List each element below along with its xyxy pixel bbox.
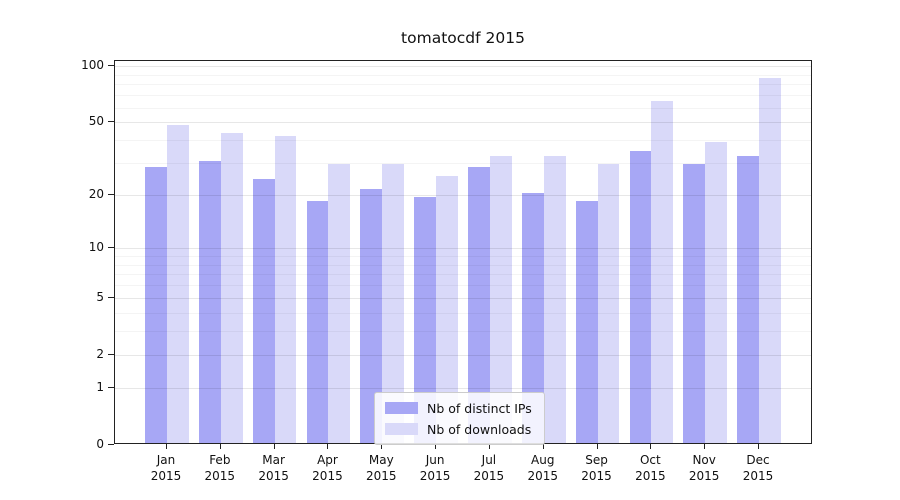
- bar-distinct-ips-aug: [521, 193, 544, 443]
- gridline-minor-80: [115, 84, 811, 86]
- bar-distinct-ips-mar: [252, 178, 275, 443]
- y-tick-mark-100: [108, 65, 114, 67]
- gridline-minor-40: [115, 140, 811, 142]
- y-tick-label-50: 50: [88, 114, 104, 129]
- gridline-major-10: [115, 248, 811, 250]
- bar-downloads-mar: [274, 136, 297, 443]
- x-tick-mark-jan: [166, 444, 167, 449]
- x-tick-mark-mar: [273, 444, 275, 449]
- bar-distinct-ips-oct: [629, 151, 652, 443]
- bar-distinct-ips-apr: [306, 201, 329, 443]
- legend: Nb of distinct IPs Nb of downloads: [374, 392, 545, 445]
- gridline-major-5: [115, 298, 811, 299]
- x-tick-label-dec: Dec 2015: [742, 453, 774, 483]
- legend-item-downloads: Nb of downloads: [385, 420, 532, 438]
- legend-swatch-distinct-ips: [385, 402, 418, 414]
- bar-downloads-may: [382, 163, 405, 443]
- x-tick-mark-oct: [650, 444, 652, 449]
- x-tick-label-jun: Jun 2015: [419, 453, 451, 483]
- gridline-minor-30: [115, 163, 811, 165]
- y-tick-label-2: 2: [96, 346, 104, 361]
- y-tick-label-5: 5: [96, 290, 104, 304]
- gridline-minor-9: [115, 256, 811, 258]
- bar-downloads-jun: [436, 175, 458, 443]
- y-tick-label-10: 10: [88, 240, 104, 255]
- bar-distinct-ips-nov: [683, 163, 706, 443]
- legend-item-distinct-ips: Nb of distinct IPs: [385, 399, 532, 417]
- gridline-minor-6: [115, 285, 811, 287]
- y-tick-mark-1: [108, 387, 114, 389]
- bar-distinct-ips-jun: [414, 197, 437, 443]
- x-tick-label-aug: Aug 2015: [527, 453, 558, 483]
- plot-area: [114, 60, 812, 444]
- y-tick-label-1: 1: [96, 380, 104, 395]
- bar-distinct-ips-dec: [737, 156, 759, 443]
- bar-distinct-ips-jul: [468, 166, 490, 443]
- x-tick-label-sep: Sep 2015: [581, 453, 612, 483]
- x-tick-mark-jun: [435, 444, 437, 449]
- x-tick-mark-apr: [327, 444, 329, 449]
- x-tick-mark-sep: [596, 444, 598, 449]
- gridline-minor-4: [115, 312, 811, 314]
- bar-distinct-ips-jan: [145, 166, 167, 443]
- y-tick-mark-20: [108, 194, 114, 196]
- gridline-major-2: [115, 354, 811, 356]
- chart-title: tomatocdf 2015: [401, 29, 525, 47]
- y-tick-mark-5: [108, 297, 114, 298]
- x-tick-mark-aug: [542, 444, 544, 449]
- y-tick-label-20: 20: [88, 187, 104, 202]
- x-tick-label-feb: Feb 2015: [204, 453, 236, 483]
- x-tick-mark-jul: [488, 444, 490, 449]
- x-tick-label-jan: Jan 2015: [150, 453, 182, 483]
- x-tick-mark-nov: [704, 444, 706, 449]
- gridline-major-50: [115, 122, 811, 124]
- x-tick-label-nov: Nov 2015: [688, 453, 720, 483]
- gridline-major-20: [115, 195, 811, 197]
- x-tick-label-apr: Apr 2015: [312, 453, 343, 483]
- x-tick-label-may: May 2015: [365, 453, 397, 483]
- bar-distinct-ips-sep: [575, 201, 598, 443]
- gridline-minor-7: [115, 274, 811, 276]
- bar-downloads-oct: [651, 100, 674, 443]
- gridline-minor-8: [115, 264, 811, 266]
- y-tick-label-0: 0: [96, 437, 104, 451]
- gridline-minor-90: [115, 74, 811, 76]
- gridline-major-1: [115, 388, 811, 390]
- bar-downloads-aug: [543, 156, 566, 443]
- x-tick-mark-dec: [757, 444, 759, 449]
- x-tick-label-oct: Oct 2015: [635, 453, 666, 483]
- x-tick-mark-may: [381, 444, 383, 449]
- bar-downloads-jan: [167, 125, 189, 443]
- bar-downloads-dec: [758, 77, 781, 443]
- legend-label-distinct-ips: Nb of distinct IPs: [427, 400, 532, 416]
- bar-distinct-ips-may: [360, 189, 383, 443]
- y-tick-mark-0: [108, 444, 114, 445]
- y-tick-mark-50: [108, 121, 114, 123]
- legend-swatch-downloads: [385, 423, 418, 435]
- x-tick-label-mar: Mar 2015: [258, 453, 289, 483]
- y-tick-label-100: 100: [81, 58, 104, 73]
- y-tick-mark-2: [108, 353, 114, 355]
- x-tick-label-jul: Jul 2015: [473, 453, 505, 483]
- bar-distinct-ips-feb: [199, 161, 221, 443]
- gridline-minor-3: [115, 331, 811, 333]
- bar-downloads-nov: [705, 142, 727, 443]
- x-tick-mark-feb: [219, 444, 221, 449]
- bar-downloads-feb: [220, 132, 243, 443]
- bar-downloads-sep: [597, 163, 620, 443]
- y-tick-mark-10: [108, 247, 114, 249]
- gridline-minor-70: [115, 95, 811, 97]
- gridline-minor-60: [115, 107, 811, 109]
- gridline-major-100: [115, 66, 811, 68]
- bar-downloads-jul: [489, 156, 512, 443]
- legend-label-downloads: Nb of downloads: [427, 421, 532, 437]
- bar-downloads-apr: [328, 163, 351, 443]
